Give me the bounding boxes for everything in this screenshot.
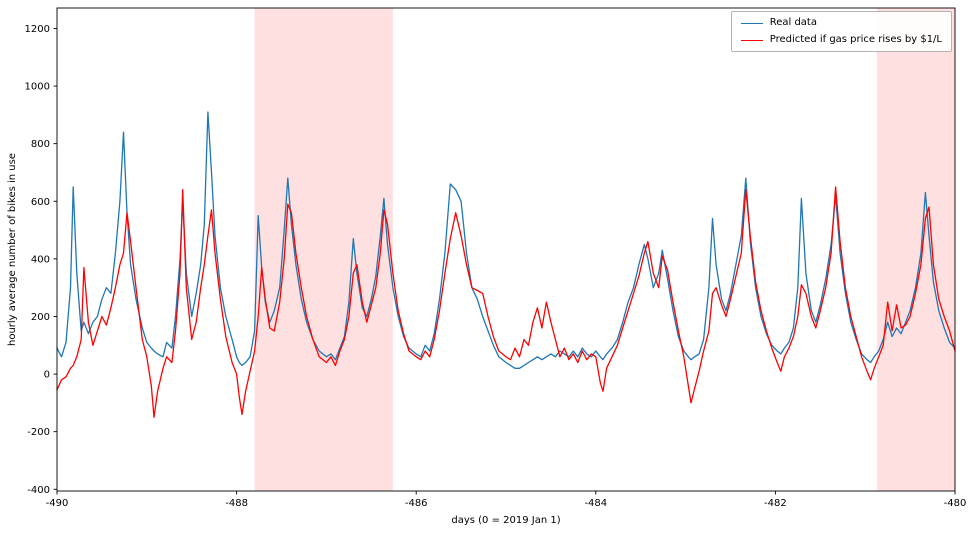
legend: Real data Predicted if gas price rises b… xyxy=(730,11,952,52)
y-tick-label: -200 xyxy=(27,427,50,438)
legend-label-real-data: Real data xyxy=(769,17,817,28)
predicted-line-swatch xyxy=(740,39,763,41)
y-tick-label: 1200 xyxy=(25,24,50,35)
series-line-predicted-if-gas-price-rises-by-1-l xyxy=(56,186,956,418)
y-tick-label: 1000 xyxy=(25,82,50,93)
x-axis-label: days (0 = 2019 Jan 1) xyxy=(451,515,560,526)
x-tick-label: -480 xyxy=(944,498,967,509)
x-tick-label: -486 xyxy=(405,498,428,509)
legend-entry-predicted: Predicted if gas price rises by $1/L xyxy=(740,34,942,46)
x-tick-label: -490 xyxy=(46,498,69,509)
series-line-real-data xyxy=(56,111,956,369)
x-tick-label: -484 xyxy=(584,498,607,509)
y-tick-label: 400 xyxy=(31,254,50,265)
legend-label-predicted: Predicted if gas price rises by $1/L xyxy=(769,34,942,45)
real-data-line-swatch xyxy=(740,22,763,24)
x-tick-label: -482 xyxy=(764,498,787,509)
y-tick-label: 0 xyxy=(44,370,50,381)
x-tick-label: -488 xyxy=(225,498,248,509)
y-tick-label: 600 xyxy=(31,197,50,208)
y-tick-label: 200 xyxy=(31,312,50,323)
plot-border xyxy=(56,7,956,492)
y-axis-label: hourly average number of bikes in use xyxy=(7,153,18,346)
highlight-band xyxy=(254,8,393,491)
y-tick-label: 800 xyxy=(31,139,50,150)
highlight-band xyxy=(876,8,955,491)
legend-entry-real-data: Real data xyxy=(740,17,942,29)
y-tick-label: -400 xyxy=(27,485,50,496)
